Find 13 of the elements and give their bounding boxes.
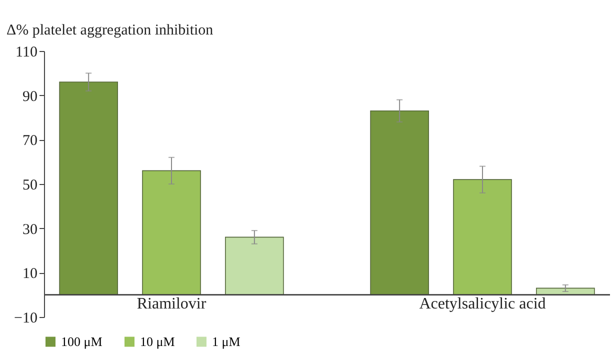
- legend-label: 10 μM: [140, 334, 176, 349]
- y-tick-label: 90: [22, 88, 38, 105]
- y-tick-label: −10: [14, 310, 38, 326]
- y-tick-label: 30: [22, 222, 38, 238]
- y-tick-label: 10: [22, 266, 38, 282]
- legend-label: 100 μM: [61, 334, 103, 349]
- x-tick-label: Acetylsalicylic acid: [419, 296, 546, 312]
- legend-label: 1 μM: [212, 334, 241, 349]
- y-axis-title: Δ% platelet aggregation inhibition: [6, 22, 214, 38]
- x-tick-label: Riamilovir: [136, 296, 207, 312]
- y-tick-label: 110: [16, 44, 38, 60]
- y-tick-label: 50: [22, 178, 38, 194]
- y-tick-label: 70: [22, 133, 38, 150]
